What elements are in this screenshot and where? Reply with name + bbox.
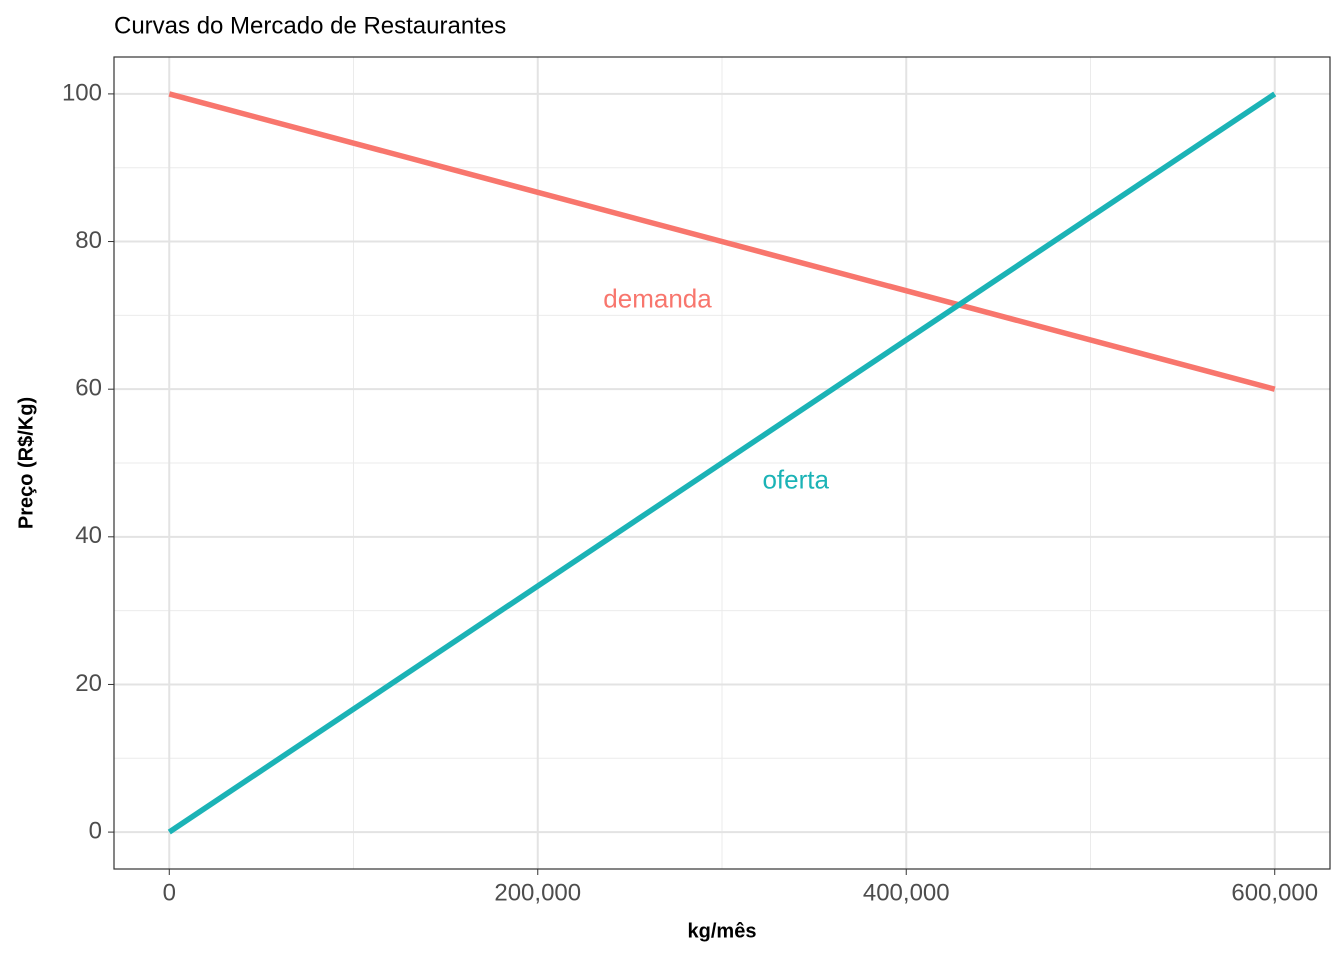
series-label: demanda bbox=[603, 283, 712, 313]
y-tick-label: 100 bbox=[62, 79, 102, 106]
y-tick-label: 40 bbox=[75, 522, 102, 549]
y-tick-label: 0 bbox=[89, 817, 102, 844]
x-tick-label: 200,000 bbox=[494, 879, 581, 906]
y-tick-label: 60 bbox=[75, 375, 102, 402]
series-label: oferta bbox=[762, 464, 829, 494]
y-axis-title: Preço (R$/Kg) bbox=[15, 397, 37, 529]
y-tick-label: 80 bbox=[75, 227, 102, 254]
x-tick-label: 600,000 bbox=[1231, 879, 1318, 906]
x-tick-label: 0 bbox=[163, 879, 176, 906]
y-tick-label: 20 bbox=[75, 670, 102, 697]
series-line bbox=[168, 91, 1276, 392]
x-axis-title: kg/mês bbox=[688, 920, 757, 942]
x-tick-label: 400,000 bbox=[863, 879, 950, 906]
plot-border bbox=[113, 56, 1331, 870]
chart-title: Curvas do Mercado de Restaurantes bbox=[114, 12, 506, 39]
series-line bbox=[167, 91, 1277, 835]
